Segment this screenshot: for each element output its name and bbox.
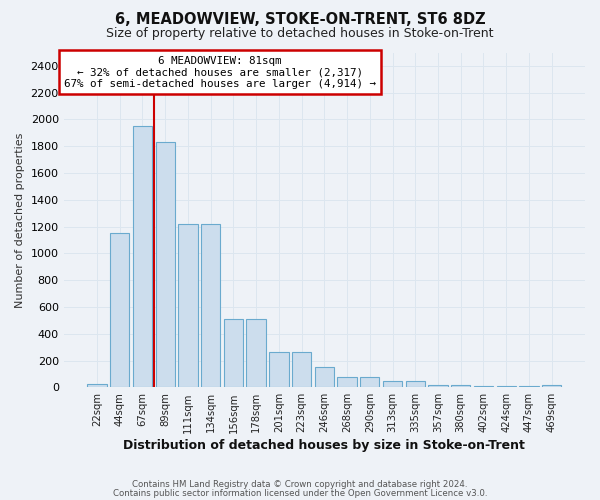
Bar xyxy=(247,319,266,388)
Bar xyxy=(542,385,562,388)
Bar xyxy=(178,224,197,388)
Bar xyxy=(383,382,402,388)
Text: Contains public sector information licensed under the Open Government Licence v3: Contains public sector information licen… xyxy=(113,488,487,498)
Bar xyxy=(519,386,539,388)
Bar xyxy=(155,142,175,388)
Bar xyxy=(337,378,357,388)
Bar xyxy=(314,366,334,388)
Bar xyxy=(428,385,448,388)
Bar xyxy=(474,386,493,388)
X-axis label: Distribution of detached houses by size in Stoke-on-Trent: Distribution of detached houses by size … xyxy=(124,440,525,452)
Bar xyxy=(110,234,130,388)
Bar xyxy=(497,386,516,388)
Text: Size of property relative to detached houses in Stoke-on-Trent: Size of property relative to detached ho… xyxy=(106,28,494,40)
Text: 6, MEADOWVIEW, STOKE-ON-TRENT, ST6 8DZ: 6, MEADOWVIEW, STOKE-ON-TRENT, ST6 8DZ xyxy=(115,12,485,28)
Text: 6 MEADOWVIEW: 81sqm
← 32% of detached houses are smaller (2,317)
67% of semi-det: 6 MEADOWVIEW: 81sqm ← 32% of detached ho… xyxy=(64,56,376,89)
Text: Contains HM Land Registry data © Crown copyright and database right 2024.: Contains HM Land Registry data © Crown c… xyxy=(132,480,468,489)
Y-axis label: Number of detached properties: Number of detached properties xyxy=(15,132,25,308)
Bar xyxy=(201,224,220,388)
Bar xyxy=(224,319,243,388)
Bar xyxy=(133,126,152,388)
Bar xyxy=(406,382,425,388)
Bar xyxy=(88,384,107,388)
Bar xyxy=(292,352,311,388)
Bar xyxy=(269,352,289,388)
Bar xyxy=(451,385,470,388)
Bar xyxy=(360,378,379,388)
